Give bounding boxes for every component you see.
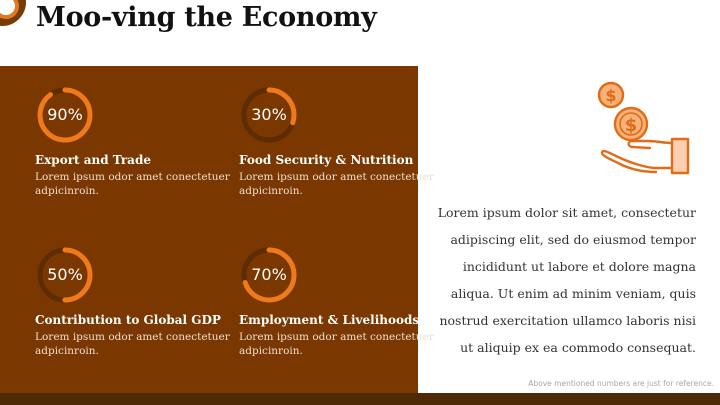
metric-title: Export and Trade — [35, 153, 151, 167]
metric-description: Lorem ipsum odor amet conectetuer adpici… — [239, 331, 434, 357]
progress-ring — [37, 247, 93, 303]
metric-value: 50% — [47, 265, 83, 284]
svg-text:$: $ — [605, 86, 616, 105]
corner-ring-icon — [0, 0, 26, 26]
progress-ring — [241, 87, 297, 143]
metric-title: Food Security & Nutrition — [239, 153, 414, 167]
metric-title: Employment & Livelihoods — [239, 313, 420, 327]
metric-description: Lorem ipsum odor amet conectetuer adpici… — [35, 331, 230, 357]
bottom-bar — [0, 393, 720, 405]
progress-ring — [241, 247, 297, 303]
hand-holding-coins-icon: $ $ — [594, 80, 694, 180]
metric-value: 30% — [251, 105, 287, 124]
progress-ring — [37, 87, 93, 143]
body-paragraph: Lorem ipsum dolor sit amet, consectetur … — [437, 205, 696, 355]
metrics-panel: 90% Export and Trade Lorem ipsum odor am… — [0, 66, 434, 393]
svg-text:$: $ — [625, 115, 638, 136]
metric-value: 90% — [47, 105, 83, 124]
metric-title: Contribution to Global GDP — [35, 313, 221, 327]
metric-description: Lorem ipsum odor amet conectetuer adpici… — [35, 171, 230, 197]
page-title: Moo-ving the Economy — [36, 2, 377, 33]
metric-value: 70% — [251, 265, 287, 284]
metric-description: Lorem ipsum odor amet conectetuer adpici… — [239, 171, 434, 197]
footnote: Above mentioned numbers are just for ref… — [528, 379, 714, 388]
